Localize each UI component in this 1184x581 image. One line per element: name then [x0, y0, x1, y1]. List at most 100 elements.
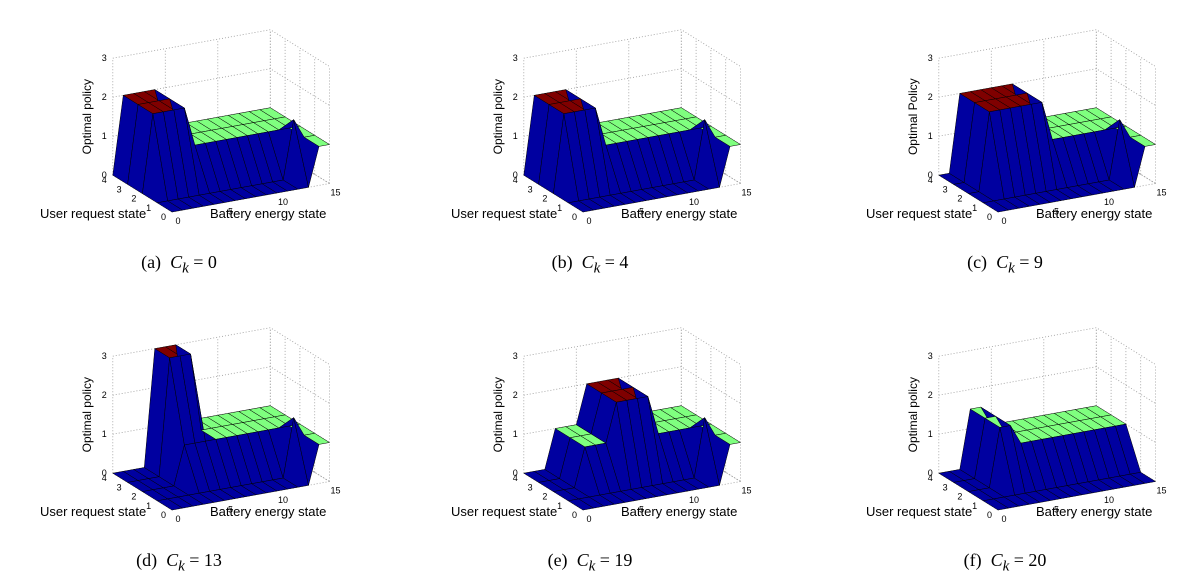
x-tick-label: 5: [639, 505, 644, 515]
surface-patch: [1129, 472, 1157, 484]
grid-line: [523, 29, 741, 67]
caption-d: (d) Ck = 13: [136, 550, 222, 575]
z-tick-label: 3: [928, 53, 933, 63]
z-tick-label: 3: [102, 53, 107, 63]
x-tick-label: 5: [228, 505, 233, 515]
z-tick-label: 3: [928, 351, 933, 361]
surface-patch: [303, 433, 331, 445]
y-tick-label: 2: [542, 194, 547, 204]
y-axis-label: User request state: [451, 504, 557, 519]
surface-patch: [303, 135, 331, 147]
surface-patch: [714, 433, 742, 445]
caption-e: (e) Ck = 19: [547, 550, 633, 575]
z-tick-label: 2: [928, 92, 933, 102]
z-tick-label: 2: [102, 92, 107, 102]
z-tick-label: 0: [513, 468, 518, 478]
y-tick-label: 1: [972, 501, 977, 511]
y-tick-label: 2: [131, 194, 136, 204]
y-tick-label: 0: [161, 510, 166, 520]
y-tick-label: 2: [131, 492, 136, 502]
y-tick-label: 1: [557, 203, 562, 213]
grid-line: [938, 29, 1156, 67]
z-tick-label: 2: [102, 390, 107, 400]
y-tick-label: 0: [987, 510, 992, 520]
y-tick-label: 3: [943, 482, 948, 492]
x-tick-label: 10: [689, 197, 699, 207]
grid-line: [112, 327, 330, 365]
z-tick-label: 1: [102, 131, 107, 141]
y-tick-label: 0: [572, 212, 577, 222]
y-tick-label: 1: [146, 501, 151, 511]
x-axis-label: Battery energy state: [621, 504, 737, 519]
z-tick-label: 3: [513, 351, 518, 361]
grid-line: [523, 327, 741, 365]
y-tick-label: 2: [542, 492, 547, 502]
grid-line: [938, 366, 1156, 404]
x-tick-label: 5: [639, 207, 644, 217]
y-tick-label: 0: [161, 212, 166, 222]
y-tick-label: 1: [972, 203, 977, 213]
y-tick-label: 3: [528, 184, 533, 194]
z-axis-label: Optimal policy: [491, 79, 505, 154]
z-axis-label: Optimal policy: [491, 377, 505, 452]
z-tick-label: 1: [928, 429, 933, 439]
x-tick-label: 10: [1104, 197, 1114, 207]
y-axis-label: User request state: [40, 504, 146, 519]
z-axis-label: Optimal Policy: [906, 78, 920, 155]
y-tick-label: 1: [146, 203, 151, 213]
y-tick-label: 4: [513, 473, 518, 483]
x-axis-label: Battery energy state: [1036, 206, 1152, 221]
y-tick-label: 4: [513, 175, 518, 185]
x-tick-label: 15: [741, 188, 751, 198]
z-tick-label: 1: [513, 131, 518, 141]
caption-b: (b) Ck = 4: [551, 252, 629, 277]
x-axis-label: Battery energy state: [1036, 504, 1152, 519]
y-tick-label: 3: [528, 482, 533, 492]
z-tick-label: 0: [102, 170, 107, 180]
x-tick-label: 15: [1156, 486, 1166, 496]
x-tick-label: 15: [741, 486, 751, 496]
y-tick-label: 4: [102, 473, 107, 483]
x-tick-label: 10: [1104, 495, 1114, 505]
surface-patch: [714, 135, 742, 147]
y-tick-label: 0: [987, 212, 992, 222]
x-tick-label: 15: [1156, 188, 1166, 198]
z-axis-label: Optimal policy: [80, 79, 94, 154]
x-tick-label: 0: [1001, 514, 1006, 524]
y-axis-label: User request state: [866, 206, 972, 221]
x-tick-label: 0: [175, 514, 180, 524]
x-tick-label: 10: [689, 495, 699, 505]
z-tick-label: 0: [928, 468, 933, 478]
x-axis-label: Battery energy state: [210, 206, 326, 221]
y-axis-label: User request state: [451, 206, 557, 221]
z-tick-label: 2: [513, 390, 518, 400]
grid-line: [112, 366, 330, 404]
x-tick-label: 15: [330, 486, 340, 496]
z-tick-label: 2: [928, 390, 933, 400]
x-tick-label: 0: [586, 514, 591, 524]
x-tick-label: 5: [1054, 207, 1059, 217]
y-tick-label: 1: [557, 501, 562, 511]
z-tick-label: 1: [928, 131, 933, 141]
y-tick-label: 0: [572, 510, 577, 520]
x-axis-label: Battery energy state: [621, 206, 737, 221]
y-tick-label: 4: [102, 175, 107, 185]
z-tick-label: 1: [513, 429, 518, 439]
caption-f: (f) Ck = 20: [963, 550, 1047, 575]
y-tick-label: 2: [957, 492, 962, 502]
x-tick-label: 15: [330, 188, 340, 198]
x-tick-label: 10: [278, 197, 288, 207]
y-axis-label: User request state: [40, 206, 146, 221]
z-tick-label: 0: [513, 170, 518, 180]
y-axis-label: User request state: [866, 504, 972, 519]
z-tick-label: 0: [102, 468, 107, 478]
x-axis-label: Battery energy state: [210, 504, 326, 519]
x-tick-label: 5: [1054, 505, 1059, 515]
